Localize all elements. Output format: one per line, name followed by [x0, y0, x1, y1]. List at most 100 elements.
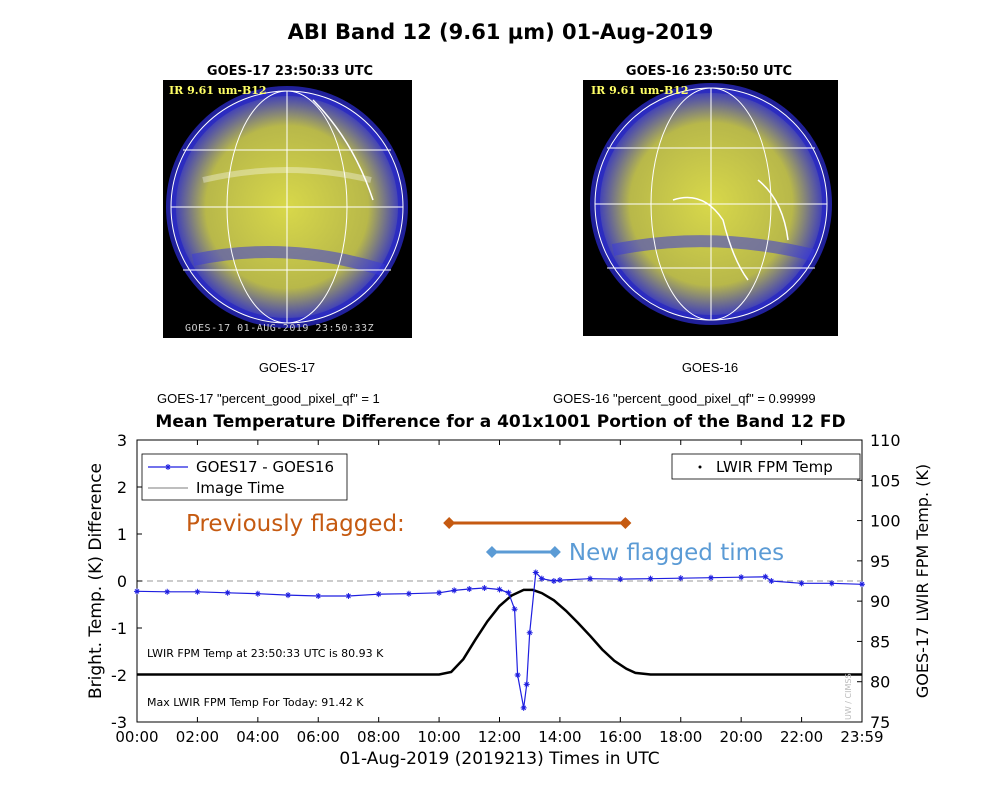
series-lwir-fpm-temp — [137, 588, 862, 676]
goes16-image: IR 9.61 um-B12 — [583, 80, 838, 336]
series-goes17-minus-goes16-marker — [224, 589, 231, 596]
x-tick-label: 16:00 — [599, 728, 642, 746]
series-goes17-minus-goes16-marker — [505, 589, 512, 596]
y-left-tick-label: -2 — [111, 666, 127, 685]
y-right-tick-label: 90 — [870, 592, 890, 611]
goes16-qf: GOES-16 "percent_good_pixel_qf" = 0.9999… — [553, 391, 816, 406]
y-right-tick-label: 95 — [870, 552, 890, 571]
series-goes17-minus-goes16-marker — [451, 587, 458, 594]
y-right-tick-label: 75 — [870, 713, 890, 732]
goes17-band-label: IR 9.61 um-B12 — [169, 84, 267, 97]
series-goes17-minus-goes16-marker — [514, 672, 521, 678]
x-tick-label: 08:00 — [357, 728, 400, 746]
y-left-axis-label: Bright. Temp. (K) Difference — [86, 463, 106, 699]
goes17-image-stamp: GOES-17 01-AUG-2019 23:50:33Z — [185, 323, 375, 334]
legend-diff-label: GOES17 - GOES16 — [196, 458, 334, 476]
new-flagged-label: New flagged times — [569, 540, 784, 566]
series-goes17-minus-goes16-marker — [520, 704, 527, 711]
y-right-tick-label: 105 — [870, 471, 901, 490]
goes17-globe — [166, 86, 408, 328]
series-goes17-minus-goes16-marker — [523, 681, 530, 688]
series-goes17-minus-goes16-marker — [134, 588, 140, 595]
new-flagged-endpoint — [485, 546, 498, 558]
series-goes17-minus-goes16-marker — [798, 580, 805, 587]
goes16-panel-title: GOES-16 23:50:50 UTC — [625, 64, 793, 79]
x-tick-label: 18:00 — [659, 728, 702, 746]
series-goes17-minus-goes16-marker — [375, 591, 382, 598]
series-goes17-minus-goes16-marker — [550, 578, 557, 584]
goes17-caption: GOES-17 — [258, 360, 316, 375]
x-tick-label: 06:00 — [297, 728, 340, 746]
y-right-tick-label: 110 — [870, 431, 901, 450]
previously-flagged-endpoint — [443, 517, 456, 529]
y-left-tick-label: 3 — [117, 431, 127, 450]
series-goes17-minus-goes16-marker — [511, 606, 518, 613]
y-right-tick-label: 100 — [870, 512, 901, 531]
legend-fpm-label: LWIR FPM Temp — [716, 458, 833, 476]
y-left-tick-label: -3 — [111, 713, 127, 732]
figure-title: ABI Band 12 (9.61 µm) 01-Aug-2019 — [287, 20, 714, 44]
y-left-tick-label: 2 — [117, 478, 127, 497]
y-right-tick-label: 85 — [870, 632, 890, 651]
series-goes17-minus-goes16-marker — [436, 589, 443, 596]
series-goes17-minus-goes16-marker — [738, 574, 745, 581]
series-goes17-minus-goes16-marker — [556, 577, 563, 584]
legend-left — [141, 453, 348, 501]
series-goes17-minus-goes16 — [136, 571, 863, 709]
goes16-globe — [590, 83, 832, 325]
annotation-fpm-max: Max LWIR FPM Temp For Today: 91.42 K — [147, 696, 364, 709]
x-tick-label: 20:00 — [720, 728, 763, 746]
x-tick-label: 12:00 — [478, 728, 521, 746]
x-tick-label: 22:00 — [780, 728, 823, 746]
temperature-difference-chart: 00:00 02:00 04:00 06:00 08:00 10:00 12:00 14:00… — [86, 431, 932, 769]
y-right-tick-label: 80 — [870, 673, 890, 692]
goes16-caption: GOES-16 — [681, 360, 739, 375]
series-goes17-minus-goes16-marker — [164, 588, 171, 595]
previously-flagged-label: Previously flagged: — [186, 511, 405, 537]
x-tick-label: 02:00 — [176, 728, 219, 746]
series-goes17-minus-goes16-marker — [647, 575, 654, 582]
series-goes17-minus-goes16-marker — [194, 588, 201, 595]
series-goes17-minus-goes16-marker — [707, 574, 714, 581]
previously-flagged-endpoint — [619, 517, 632, 529]
series-goes17-minus-goes16-marker — [315, 593, 322, 600]
x-tick-label: 23:59 — [840, 728, 883, 746]
goes17-panel-title: GOES-17 23:50:33 UTC — [206, 64, 374, 79]
series-goes17-minus-goes16-marker — [538, 575, 545, 582]
x-axis-label: 01-Aug-2019 (2019213) Times in UTC — [339, 749, 659, 769]
legend-image-time-label: Image Time — [196, 479, 284, 497]
y-left-tick-label: -1 — [111, 619, 127, 638]
series-goes17-minus-goes16-marker — [587, 575, 594, 582]
series-goes17-minus-goes16-marker — [617, 576, 624, 583]
series-goes17-minus-goes16-marker — [828, 580, 835, 587]
y-left-tick-label: 0 — [117, 572, 127, 591]
legend-fpm-swatch — [698, 465, 702, 469]
new-flagged-endpoint — [548, 546, 561, 558]
x-tick-label: 00:00 — [115, 728, 158, 746]
goes17-qf: GOES-17 "percent_good_pixel_qf" = 1 — [157, 391, 380, 406]
series-goes17-minus-goes16-marker — [677, 575, 684, 582]
series-goes17-minus-goes16-marker — [762, 573, 769, 580]
series-goes17-minus-goes16-marker — [481, 585, 488, 592]
y-left-tick-label: 1 — [117, 525, 127, 544]
x-tick-label: 10:00 — [417, 728, 460, 746]
x-tick-label: 14:00 — [538, 728, 581, 746]
series-goes17-minus-goes16-marker — [466, 585, 473, 592]
series-goes17-minus-goes16-marker — [496, 586, 503, 593]
chart-title: Mean Temperature Difference for a 401x10… — [155, 412, 846, 432]
series-goes17-minus-goes16-marker — [345, 593, 352, 600]
series-goes17-minus-goes16-marker — [768, 578, 775, 584]
annotation-fpm-now: LWIR FPM Temp at 23:50:33 UTC is 80.93 K — [147, 647, 384, 660]
series-goes17-minus-goes16-marker — [526, 629, 533, 636]
series-goes17-minus-goes16-marker — [285, 592, 292, 599]
goes17-image: IR 9.61 um-B12 GOES-17 01-AUG-2019 23:50… — [163, 80, 412, 338]
x-tick-label: 04:00 — [236, 728, 279, 746]
y-right-axis-label: GOES-17 LWIR FPM Temp. (K) — [913, 464, 932, 698]
goes16-band-label: IR 9.61 um-B12 — [591, 84, 689, 97]
series-goes17-minus-goes16-marker — [254, 590, 261, 597]
legend-diff-marker — [165, 464, 171, 470]
series-goes17-minus-goes16-marker — [532, 569, 539, 576]
watermark: UW / CIMSS — [844, 673, 853, 720]
series-goes17-minus-goes16-marker — [405, 590, 412, 597]
series-goes17-minus-goes16-marker — [859, 581, 865, 588]
